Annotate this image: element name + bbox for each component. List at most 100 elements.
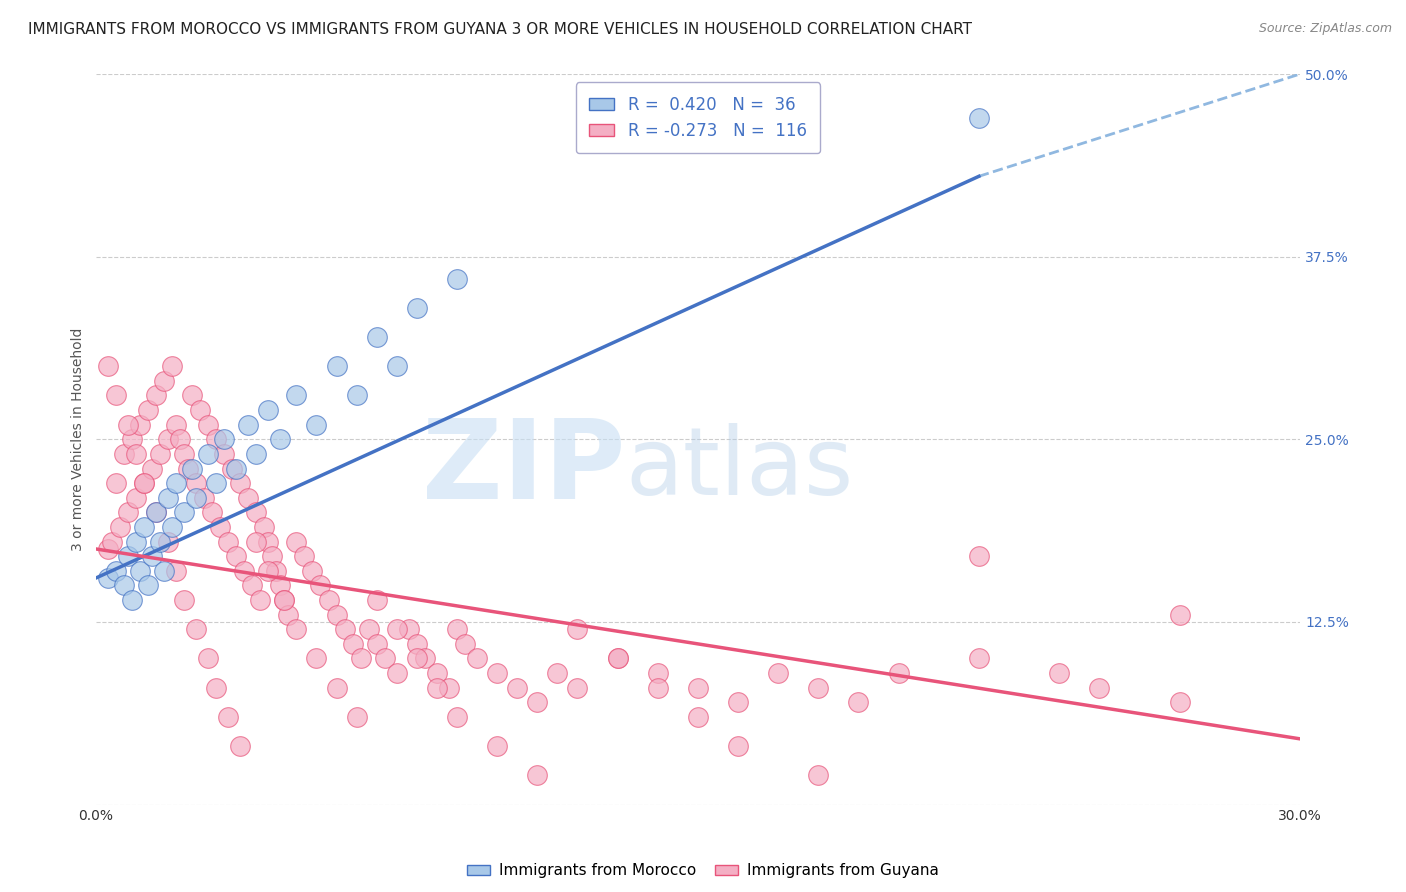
Point [366,330,388,344]
Point [173,447,195,461]
Point [153,374,176,388]
Point [385,666,408,681]
Point [229,476,252,491]
Text: ZIP: ZIP [422,415,626,522]
Point [486,666,509,681]
Point [100,534,122,549]
Point [104,564,127,578]
Point [486,739,509,754]
Point [346,710,368,724]
Point [97,571,120,585]
Point [121,593,143,607]
Point [141,461,163,475]
Point [136,403,159,417]
Point [686,681,709,695]
Text: IMMIGRANTS FROM MOROCCO VS IMMIGRANTS FROM GUYANA 3 OR MORE VEHICLES IN HOUSEHOL: IMMIGRANTS FROM MOROCCO VS IMMIGRANTS FR… [28,22,972,37]
Point [165,417,187,432]
Point [238,491,260,505]
Point [346,388,368,402]
Point [104,476,127,491]
Point [385,622,408,636]
Point [294,549,316,564]
Point [526,768,548,782]
Point [465,651,488,665]
Point [97,359,120,374]
Point [97,541,120,556]
Point [238,417,260,432]
Point [398,622,420,636]
Point [325,607,347,622]
Point [413,651,436,665]
Point [205,681,228,695]
Point [506,681,529,695]
Point [132,476,155,491]
Point [325,359,347,374]
Point [567,622,589,636]
Point [269,433,291,447]
Point [285,534,308,549]
Point [117,505,139,519]
Point [156,491,179,505]
Point [217,534,239,549]
Point [305,417,328,432]
Point [160,359,183,374]
Point [342,637,364,651]
Point [606,651,628,665]
Point [887,666,910,681]
Point [567,681,589,695]
Point [173,505,195,519]
Point [374,651,396,665]
Point [333,622,356,636]
Point [193,491,215,505]
Point [201,505,224,519]
Point [197,417,219,432]
Point [225,549,247,564]
Point [1168,607,1191,622]
Point [967,111,990,125]
Point [309,578,332,592]
Point [181,461,204,475]
Point [301,564,323,578]
Point [446,710,468,724]
Point [141,549,163,564]
Point [125,447,148,461]
Point [385,359,408,374]
Point [305,651,328,665]
Point [546,666,568,681]
Point [606,651,628,665]
Point [357,622,380,636]
Point [285,622,308,636]
Point [188,403,211,417]
Point [156,534,179,549]
Point [184,491,207,505]
Point [253,520,276,534]
Point [177,461,200,475]
Point [181,388,204,402]
Point [446,271,468,285]
Point [967,651,990,665]
Point [257,534,280,549]
Point [125,534,148,549]
Point [197,651,219,665]
Point [165,476,187,491]
Point [405,637,427,651]
Point [405,651,427,665]
Point [145,388,167,402]
Point [686,710,709,724]
Point [807,681,830,695]
Point [727,695,749,709]
Point [257,564,280,578]
Text: atlas: atlas [626,423,853,515]
Point [173,593,195,607]
Point [121,433,143,447]
Point [209,520,232,534]
Point [257,403,280,417]
Point [132,476,155,491]
Point [221,461,243,475]
Point [169,433,191,447]
Y-axis label: 3 or more Vehicles in Household: 3 or more Vehicles in Household [72,327,86,551]
Point [217,710,239,724]
Point [112,447,135,461]
Point [318,593,340,607]
Text: Source: ZipAtlas.com: Source: ZipAtlas.com [1258,22,1392,36]
